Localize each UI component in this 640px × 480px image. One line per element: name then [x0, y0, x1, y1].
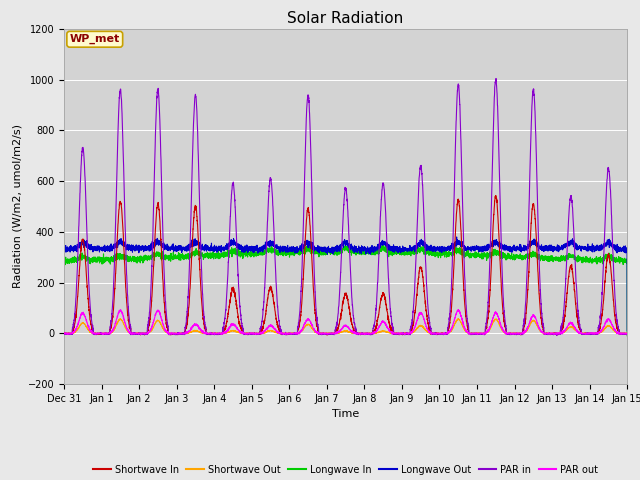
X-axis label: Time: Time — [332, 409, 359, 419]
Legend: Shortwave In, Shortwave Out, Longwave In, Longwave Out, PAR in, PAR out: Shortwave In, Shortwave Out, Longwave In… — [89, 461, 602, 479]
Text: WP_met: WP_met — [70, 34, 120, 44]
Y-axis label: Radiation (W/m2, umol/m2/s): Radiation (W/m2, umol/m2/s) — [12, 124, 22, 288]
Title: Solar Radiation: Solar Radiation — [287, 11, 404, 26]
